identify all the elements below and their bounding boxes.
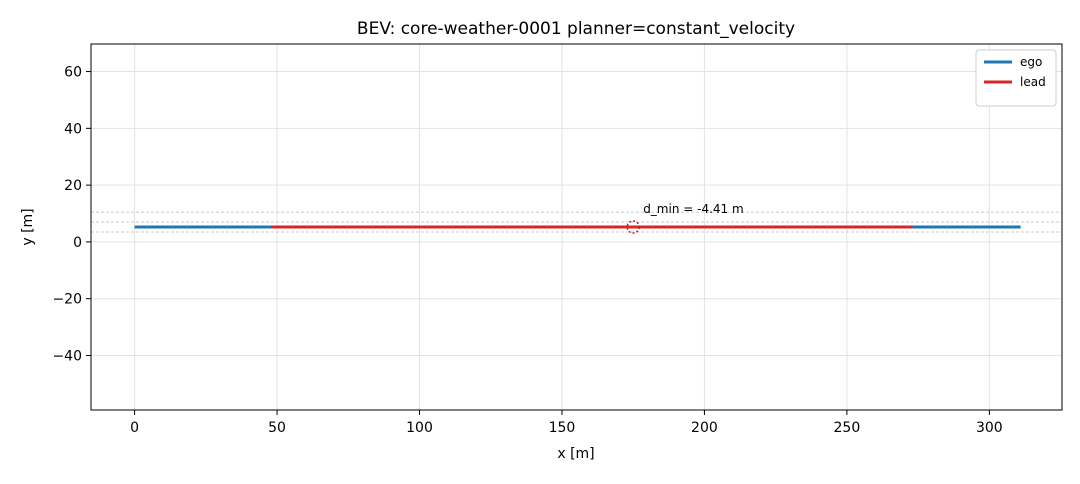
y-tick-label: 60 bbox=[64, 65, 82, 81]
x-tick-label: 0 bbox=[130, 420, 139, 436]
plot-frame bbox=[90, 43, 1063, 411]
x-tick-label: 100 bbox=[406, 420, 433, 436]
x-tick-label: 150 bbox=[549, 420, 576, 436]
legend-label: ego bbox=[1020, 55, 1042, 69]
annotation: d_min = -4.41 m bbox=[643, 202, 743, 216]
d-min-marker bbox=[626, 220, 640, 234]
y-tick-label: 0 bbox=[73, 235, 82, 251]
x-tick-label: 300 bbox=[976, 420, 1003, 436]
y-tick-label: 20 bbox=[64, 178, 82, 194]
y-tick-label: −40 bbox=[52, 348, 82, 364]
x-tick-label: 250 bbox=[834, 420, 861, 436]
y-axis-label: y [m] bbox=[20, 208, 36, 245]
x-tick-label: 200 bbox=[691, 420, 718, 436]
legend-label: lead bbox=[1020, 75, 1046, 89]
y-tick-label: −20 bbox=[52, 292, 82, 308]
x-tick-label: 50 bbox=[268, 420, 286, 436]
legend-box bbox=[975, 49, 1057, 107]
x-axis-label: x [m] bbox=[557, 446, 594, 462]
chart-title: BEV: core-weather-0001 planner=constant_… bbox=[357, 19, 795, 39]
y-tick-label: 40 bbox=[64, 121, 82, 137]
legend: ego lead bbox=[975, 49, 1057, 107]
